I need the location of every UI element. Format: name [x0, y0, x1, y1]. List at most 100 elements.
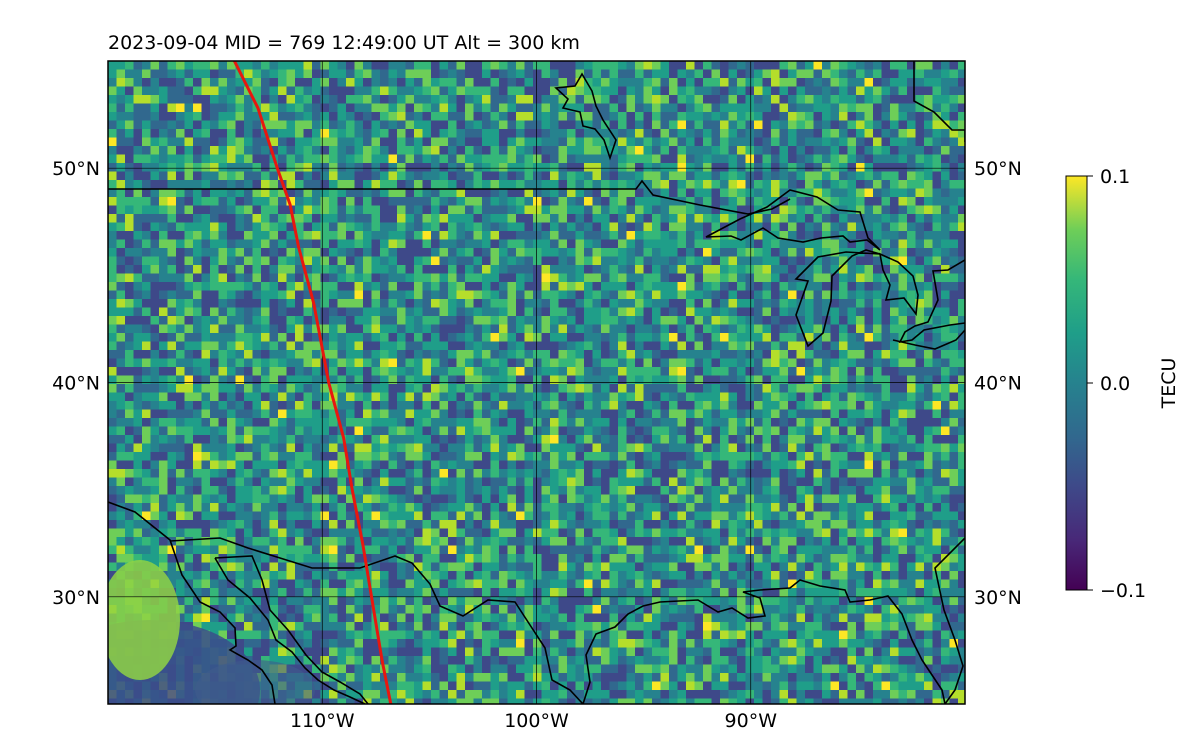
tec-cell: [907, 112, 917, 122]
tec-cell: [830, 103, 840, 113]
tec-cell: [431, 409, 441, 419]
tec-cell: [932, 460, 942, 470]
tec-cell: [414, 358, 424, 368]
tec-cell: [490, 205, 500, 215]
tec-cell: [618, 222, 628, 232]
tec-cell: [295, 103, 305, 113]
tec-cell: [932, 435, 942, 445]
tec-cell: [456, 460, 466, 470]
tec-cell: [159, 231, 169, 241]
tec-cell: [788, 426, 798, 436]
tec-cell: [805, 239, 815, 249]
tec-cell: [388, 401, 398, 411]
tec-cell: [456, 341, 466, 351]
tec-cell: [864, 418, 874, 428]
tec-cell: [677, 222, 687, 232]
tec-cell: [312, 452, 322, 462]
tec-cell: [652, 375, 662, 385]
tec-cell: [337, 78, 347, 88]
tec-cell: [830, 163, 840, 173]
tec-cell: [643, 469, 653, 479]
tec-cell: [533, 146, 543, 156]
tec-cell: [252, 333, 262, 343]
tec-cell: [133, 341, 143, 351]
tec-cell: [745, 418, 755, 428]
tec-cell: [847, 78, 857, 88]
tec-cell: [669, 409, 679, 419]
tec-cell: [465, 95, 475, 105]
tec-cell: [465, 146, 475, 156]
tec-cell: [643, 171, 653, 181]
tec-cell: [711, 341, 721, 351]
tec-cell: [694, 435, 704, 445]
tec-cell: [227, 69, 237, 79]
tec-cell: [652, 307, 662, 317]
tec-cell: [533, 426, 543, 436]
tec-cell: [193, 392, 203, 402]
tec-cell: [388, 392, 398, 402]
tec-cell: [618, 180, 628, 190]
tec-cell: [788, 418, 798, 428]
tec-cell: [303, 95, 313, 105]
tec-cell: [150, 205, 160, 215]
tec-cell: [601, 367, 611, 377]
tec-cell: [635, 214, 645, 224]
tec-cell: [108, 341, 118, 351]
tec-cell: [422, 231, 432, 241]
tec-cell: [762, 452, 772, 462]
tec-cell: [286, 231, 296, 241]
tec-cell: [414, 112, 424, 122]
tec-cell: [796, 112, 806, 122]
tec-cell: [303, 137, 313, 147]
tec-cell: [303, 188, 313, 198]
tec-cell: [448, 324, 458, 334]
tec-cell: [694, 375, 704, 385]
tec-cell: [592, 273, 602, 283]
tec-cell: [499, 265, 509, 275]
tec-cell: [167, 256, 177, 266]
tec-cell: [142, 180, 152, 190]
tec-cell: [133, 324, 143, 334]
tec-cell: [261, 197, 271, 207]
tec-cell: [176, 154, 186, 164]
tec-cell: [303, 120, 313, 130]
tec-cell: [278, 401, 288, 411]
tec-cell: [941, 112, 951, 122]
tec-cell: [201, 188, 211, 198]
tec-cell: [779, 214, 789, 224]
tec-cell: [380, 256, 390, 266]
tec-cell: [286, 222, 296, 232]
tec-cell: [252, 477, 262, 487]
tec-cell: [856, 460, 866, 470]
tec-cell: [286, 401, 296, 411]
tec-cell: [116, 146, 126, 156]
tec-cell: [405, 69, 415, 79]
tec-cell: [915, 222, 925, 232]
tec-cell: [176, 316, 186, 326]
tec-cell: [278, 188, 288, 198]
tec-cell: [337, 341, 347, 351]
tec-cell: [907, 452, 917, 462]
tec-cell: [941, 197, 951, 207]
tec-cell: [567, 69, 577, 79]
tec-cell: [150, 358, 160, 368]
tec-cell: [465, 307, 475, 317]
tec-cell: [737, 384, 747, 394]
tec-cell: [439, 299, 449, 309]
tec-cell: [830, 426, 840, 436]
tec-cell: [431, 137, 441, 147]
tec-cell: [269, 358, 279, 368]
tec-cell: [439, 248, 449, 258]
tec-cell: [694, 120, 704, 130]
tec-cell: [346, 69, 356, 79]
tec-cell: [567, 358, 577, 368]
tec-cell: [193, 239, 203, 249]
tec-cell: [924, 95, 934, 105]
tec-cell: [533, 129, 543, 139]
tec-cell: [482, 180, 492, 190]
tec-cell: [397, 188, 407, 198]
tec-cell: [184, 316, 194, 326]
tec-cell: [227, 137, 237, 147]
tec-cell: [575, 256, 585, 266]
tec-cell: [550, 282, 560, 292]
